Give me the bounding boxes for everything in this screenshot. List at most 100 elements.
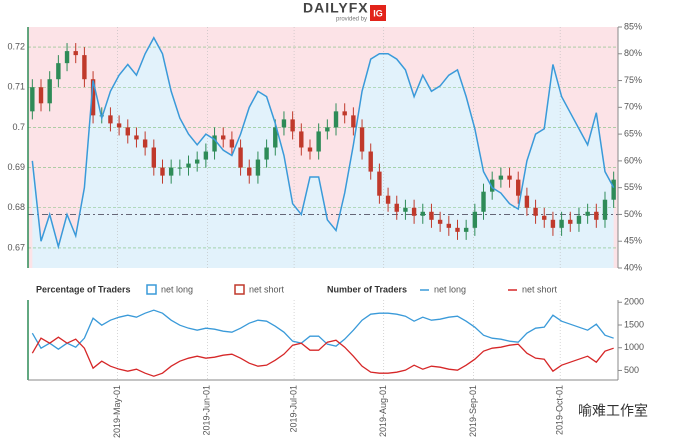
candle-body xyxy=(377,171,382,196)
y2-tick-label: 60% xyxy=(624,155,642,165)
candle-body xyxy=(594,211,599,220)
candle-body xyxy=(281,119,287,128)
candle-body xyxy=(420,211,425,216)
candle-body xyxy=(516,179,521,196)
long-area xyxy=(32,37,614,268)
candle-body xyxy=(247,167,252,176)
candle-body xyxy=(264,147,269,160)
series-line xyxy=(31,309,614,350)
y-tick-label: 0.67 xyxy=(7,242,25,252)
y-tick-label: 0.69 xyxy=(7,162,25,172)
y2-tick-label: 85% xyxy=(624,21,642,31)
candle-body xyxy=(56,63,61,80)
candle-body xyxy=(203,151,209,160)
candle-body xyxy=(333,111,339,128)
candle-body xyxy=(602,199,608,220)
x-tick-label: 2019-Sep-01 xyxy=(468,385,478,437)
candle-body xyxy=(576,215,582,224)
legend-swatch xyxy=(234,284,245,295)
candle-body xyxy=(221,135,226,140)
y-tick-label: 0.71 xyxy=(7,82,25,92)
candle-body xyxy=(168,167,174,176)
y-tick-label: 0.72 xyxy=(7,41,25,51)
candle-body xyxy=(437,219,443,224)
candle-body xyxy=(568,219,573,224)
candle-body xyxy=(212,135,217,152)
candle-body xyxy=(325,127,330,132)
candle-body xyxy=(134,135,139,140)
candle-body xyxy=(446,223,452,228)
net-long-line xyxy=(31,36,615,250)
candle-body xyxy=(307,147,313,152)
candle-body xyxy=(507,175,512,180)
y-tick-label: 0.68 xyxy=(7,202,25,212)
candle-body xyxy=(403,207,408,212)
y-tick-label: 2000 xyxy=(624,297,644,307)
candle-body xyxy=(186,163,191,168)
candle-body xyxy=(255,159,261,176)
legend-label: net long xyxy=(434,284,466,294)
candle-body xyxy=(455,227,460,232)
y2-tick-label: 75% xyxy=(624,75,642,85)
candle-body xyxy=(368,151,373,172)
candle-body xyxy=(463,227,469,232)
candle-body xyxy=(524,195,530,208)
candle-body xyxy=(30,87,35,112)
candle-body xyxy=(238,147,243,168)
candle-body xyxy=(194,159,200,164)
x-tick-label: 2019-May-01 xyxy=(112,385,122,438)
candle-body xyxy=(38,87,44,104)
y-tick-label: 1000 xyxy=(624,342,644,352)
y-tick-label: 1500 xyxy=(624,319,644,329)
candle-body xyxy=(273,127,278,148)
x-tick-label: 2019-Jul-01 xyxy=(288,385,298,433)
candle-body xyxy=(611,179,616,200)
legend-label: net short xyxy=(249,284,285,294)
price-panel: 0.67 0.68 0.69 0.7 0.71 0.72 40% 45% 50% 55% 60% 65… xyxy=(7,21,642,295)
x-tick-label: 2019-Aug-01 xyxy=(378,385,388,437)
y2-tick-label: 70% xyxy=(624,102,642,112)
candle-body xyxy=(585,211,590,216)
candle-body xyxy=(533,207,538,216)
y2-tick-label: 80% xyxy=(624,48,642,58)
y-tick-label: 500 xyxy=(624,365,639,375)
series-line xyxy=(31,336,614,377)
candle-body xyxy=(411,207,417,216)
y2-tick-label: 50% xyxy=(624,209,642,219)
x-tick-label: 2019-Jun-01 xyxy=(202,385,212,436)
x-tick-label: 2019-Oct-01 xyxy=(555,385,565,435)
legend-title: Number of Traders xyxy=(327,284,407,294)
y2-tick-label: 40% xyxy=(624,262,642,272)
candle-body xyxy=(82,55,87,80)
candle-body xyxy=(542,215,547,220)
y-tick-label: 0.7 xyxy=(12,122,25,132)
candle-body xyxy=(73,51,78,56)
candle-body xyxy=(316,131,321,152)
candle-body xyxy=(472,211,478,228)
candle-body xyxy=(125,127,130,136)
y2-tick-label: 45% xyxy=(624,236,642,246)
candle-body xyxy=(385,195,391,204)
legend-label: net short xyxy=(522,284,558,294)
candle-body xyxy=(342,111,347,116)
candle-body xyxy=(142,139,148,148)
candle-body xyxy=(394,203,399,212)
y2-tick-label: 55% xyxy=(624,182,642,192)
provided-by: provided by xyxy=(336,17,367,23)
traders-panel: Number of Traders 500 1000 1500 2000 2019-May… xyxy=(27,284,644,438)
candle-body xyxy=(481,191,486,212)
candle-body xyxy=(90,79,96,116)
candle-body xyxy=(229,139,235,148)
y2-tick-label: 65% xyxy=(624,128,642,138)
candle-body xyxy=(429,211,434,220)
legend-swatch xyxy=(146,284,157,295)
candle-body xyxy=(116,123,122,128)
candle-body xyxy=(64,51,70,64)
ig-logo xyxy=(370,5,386,21)
legend-title: Percentage of Traders xyxy=(36,284,131,294)
candle-body xyxy=(351,115,356,128)
candle-body xyxy=(290,119,295,132)
ig-text: IG xyxy=(373,8,383,18)
candle-body xyxy=(160,167,165,176)
